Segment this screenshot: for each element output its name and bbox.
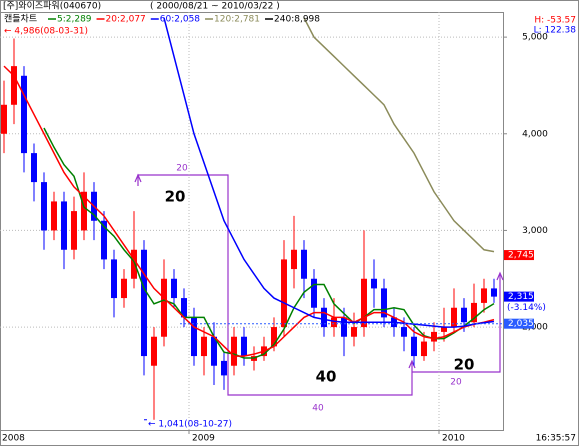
candle-body — [231, 336, 237, 366]
candle-body — [181, 298, 187, 318]
candle-body — [211, 336, 217, 366]
extreme-label: ← 1,041(08-10-27) — [148, 420, 232, 430]
x-tick-label: 2009 — [192, 434, 215, 444]
legend-title: 캔들차트 — [4, 13, 37, 25]
candle-body — [311, 278, 317, 308]
candle-body — [481, 288, 487, 303]
candle-body — [271, 327, 277, 347]
ma-line — [163, 17, 495, 328]
cycle-label: 20 — [176, 164, 188, 174]
cycle-label: 20 — [450, 378, 462, 388]
price-tag — [504, 318, 534, 329]
candle-body — [111, 259, 117, 299]
price-tag-label: 2,745 — [508, 251, 534, 261]
candle-body — [281, 259, 287, 328]
candle-body — [31, 153, 37, 183]
candle-body — [191, 317, 197, 357]
high-label: H: -53.57 — [534, 16, 576, 26]
y-tick-label: 3,000 — [522, 226, 548, 236]
candle-body — [381, 288, 387, 318]
candle-body — [201, 336, 207, 357]
ma-line — [3, 65, 495, 357]
candle-body — [61, 201, 67, 250]
cycle-label: 20 — [454, 356, 475, 374]
candle-body — [161, 278, 167, 337]
price-tag-label: 2,035 — [508, 319, 534, 329]
plot-area — [0, 12, 504, 431]
candle-body — [241, 336, 247, 357]
candle-body — [141, 249, 147, 357]
cycle-line — [412, 274, 501, 373]
candle-body — [451, 307, 457, 328]
candle-body — [131, 249, 137, 279]
candle-body — [401, 327, 407, 337]
candle-body — [361, 278, 367, 328]
x-tick-label: 2010 — [442, 434, 465, 444]
clock: 16:35:57 — [536, 434, 576, 444]
low-label: L: 122.38 — [534, 26, 577, 36]
candle-body — [71, 211, 77, 250]
legend-label: 20:2,077 — [106, 15, 146, 25]
price-tag — [504, 291, 534, 302]
candle-body — [441, 327, 447, 332]
legend-label: 60:2,058 — [160, 15, 201, 25]
candle-body — [11, 66, 17, 105]
price-tag — [504, 250, 534, 261]
candle-body — [371, 278, 377, 289]
x-tick-label: 2008 — [2, 434, 25, 444]
cycle-label: 40 — [316, 368, 337, 386]
y-tick-label: 5,000 — [522, 33, 548, 43]
cycle-label: 20 — [165, 188, 186, 206]
candle-body — [461, 307, 467, 323]
candle-body — [331, 317, 337, 328]
plot — [0, 12, 503, 430]
legend-label: 240:8,998 — [274, 15, 320, 25]
candle-body — [471, 302, 477, 323]
candle-body — [411, 336, 417, 357]
candle-body — [431, 331, 437, 342]
candle-body — [81, 191, 87, 231]
candle-body — [341, 317, 347, 337]
candle-body — [51, 201, 57, 231]
candle-body — [491, 288, 497, 297]
cycle-label: 40 — [312, 404, 324, 414]
legend-label: 5:2,289 — [57, 15, 92, 25]
price-tag-label: 2,315 — [508, 292, 534, 302]
candle-body — [121, 278, 127, 299]
candle-body — [351, 327, 357, 337]
y-tick-label: 4,000 — [522, 129, 548, 139]
y-tick-label: 2,000 — [522, 323, 548, 333]
candle-body — [21, 75, 27, 154]
candle-body — [301, 249, 307, 279]
candle-body — [151, 336, 157, 366]
period: ( 2000/08/21 ~ 2010/03/22 ) — [150, 2, 280, 12]
cycle-line — [137, 174, 413, 396]
candle-body — [221, 360, 227, 376]
change-label: (-3.14%) — [507, 303, 546, 313]
candle-body — [321, 307, 327, 328]
candle-body — [291, 249, 297, 270]
candle-body — [1, 104, 7, 134]
candle-body — [41, 182, 47, 231]
ma-line — [303, 17, 495, 253]
legend-label: 120:2,781 — [214, 15, 260, 25]
candle-body — [101, 220, 107, 260]
extreme-label: ← 4,986(08-03-31) — [4, 27, 88, 37]
candle-body — [421, 341, 427, 357]
chart-title: [주]와이즈파워(040670) — [3, 0, 101, 12]
candle-body — [171, 278, 177, 299]
